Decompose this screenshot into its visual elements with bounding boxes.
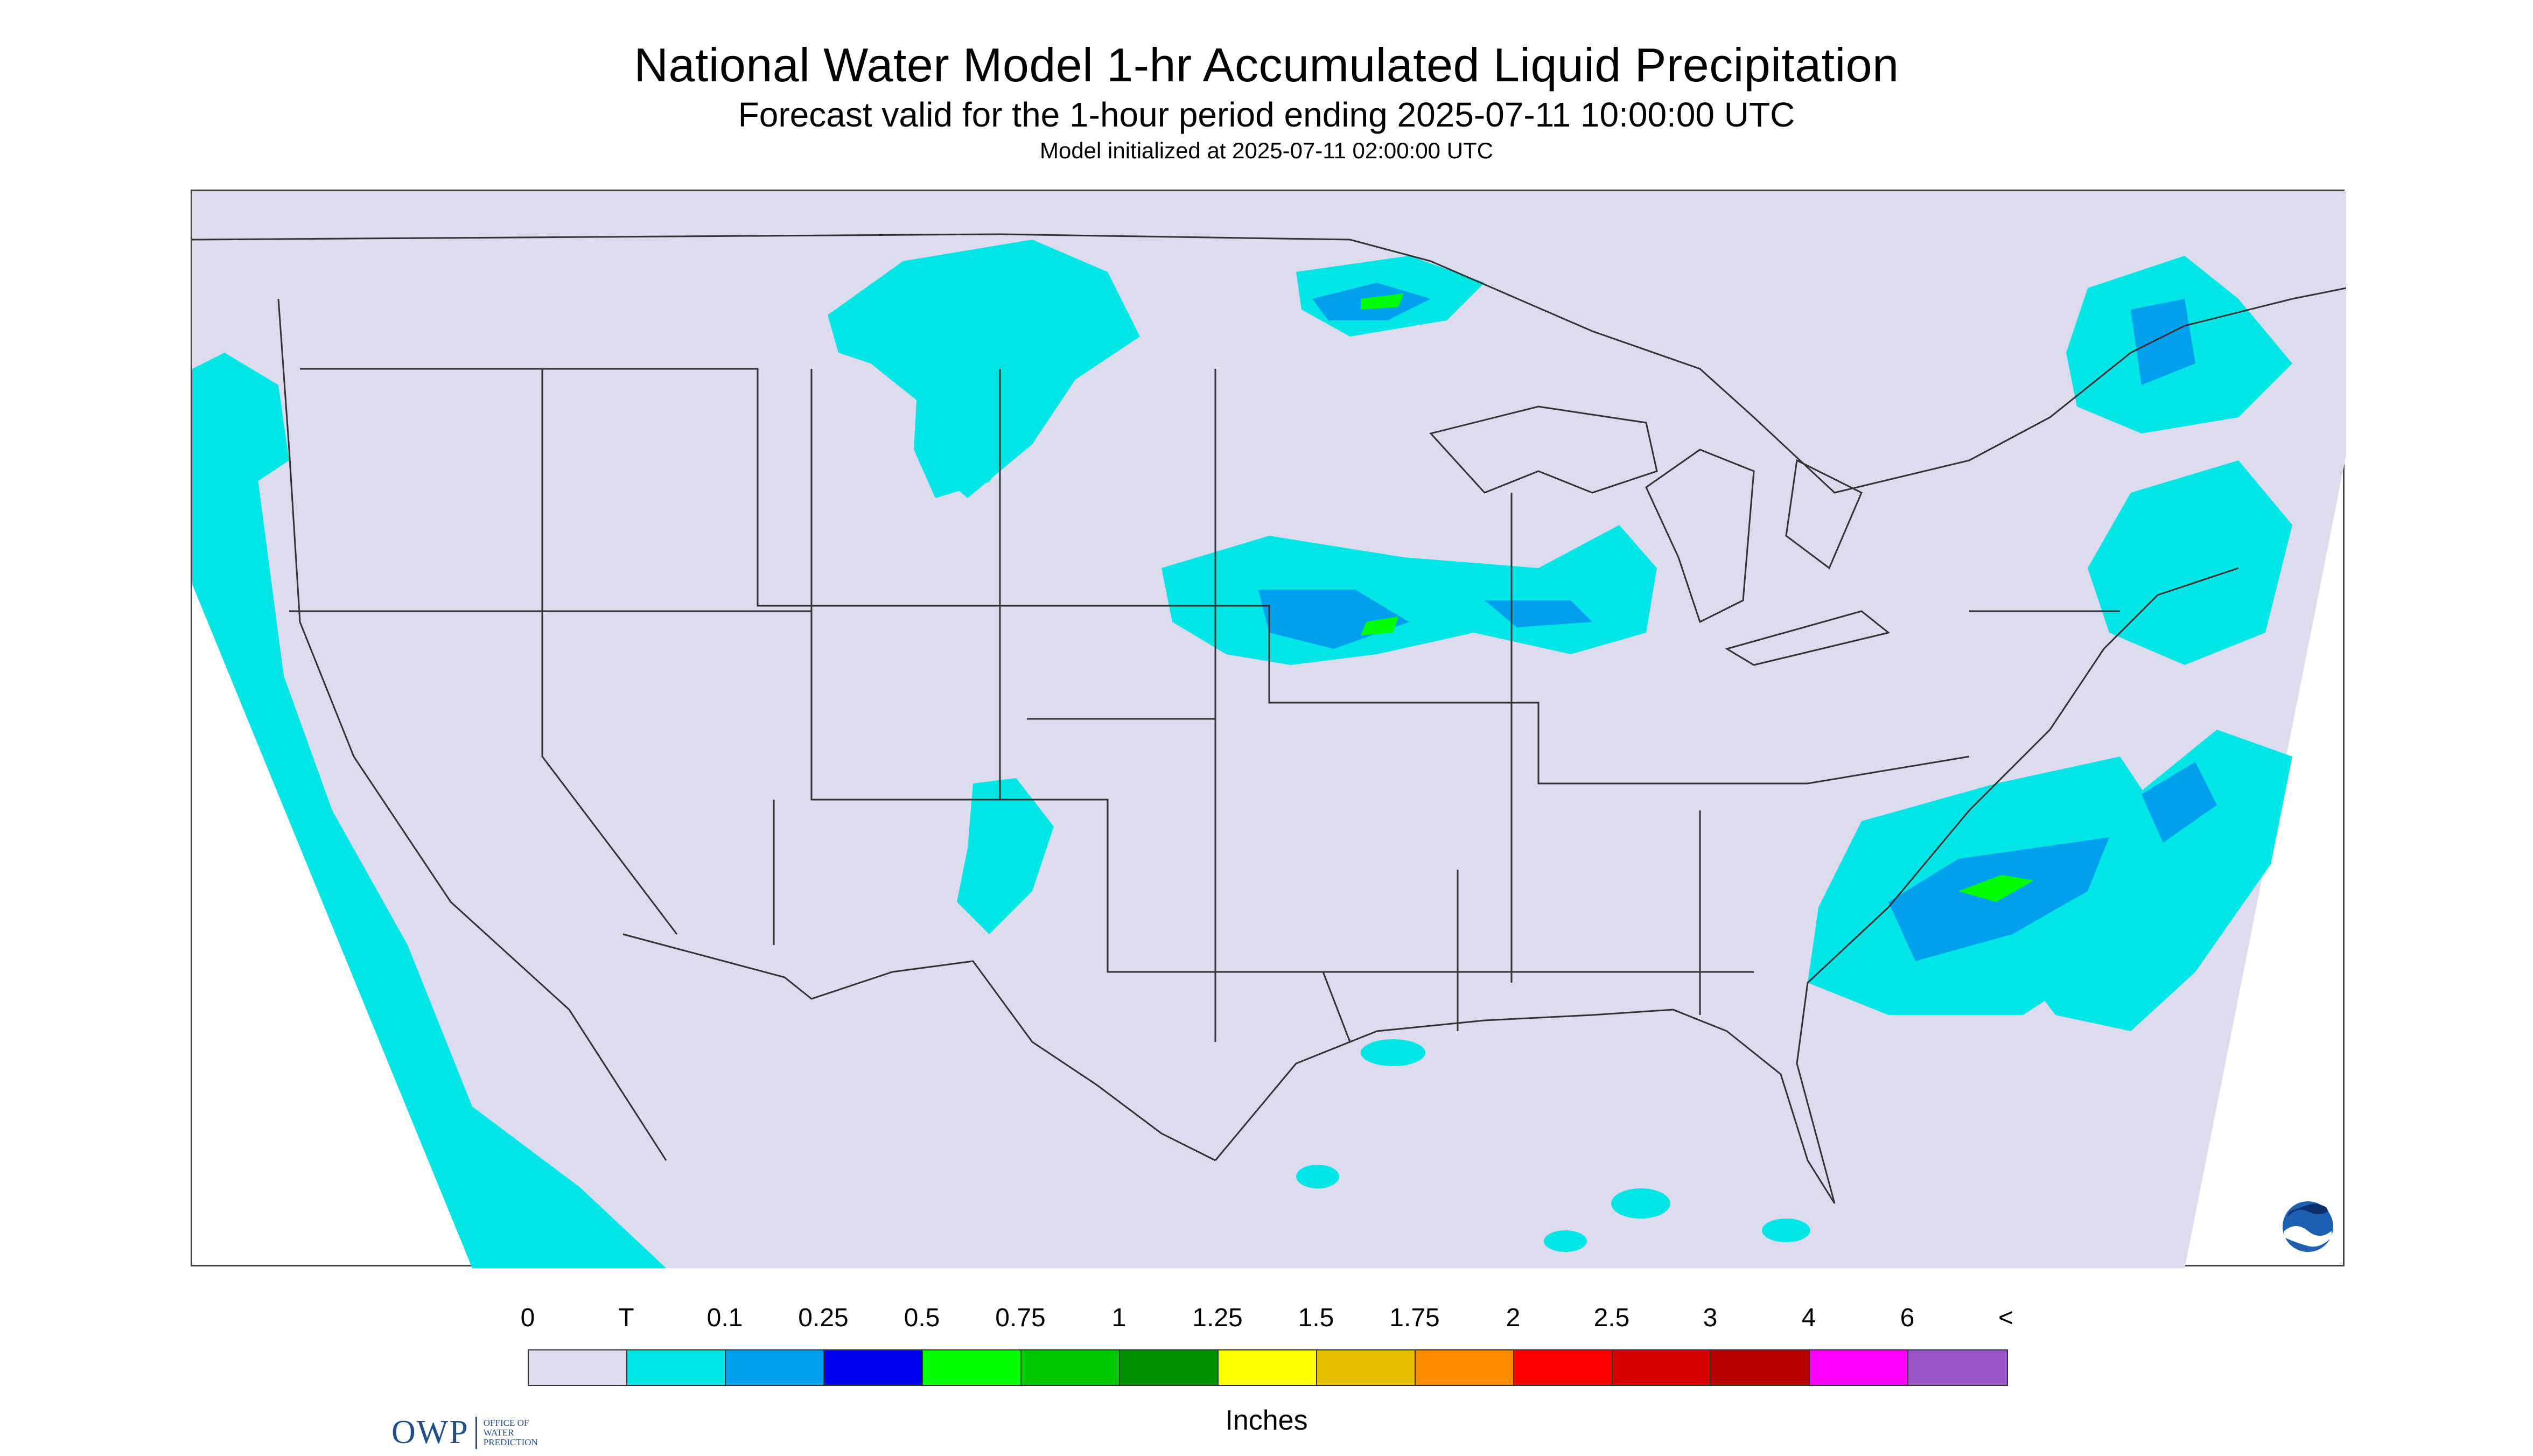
legend-label: 0.75 [995,1304,1046,1332]
owp-logo-mark: OWP [391,1414,469,1451]
gulf-trace-1 [1361,1039,1425,1066]
southwest-trace [957,778,1054,934]
iowa-heavy [1361,617,1398,635]
legend-labels: 0 T 0.1 0.25 0.5 0.75 1 1.25 1.5 1.75 2 2.5 3 4 6 < [0,1303,2533,1335]
owp-logo-line1: OFFICE OF [483,1417,529,1428]
atlantic-light [2142,762,2217,843]
atlantic-coast [1796,567,2239,1204]
legend-swatch [1810,1350,1908,1385]
legend-swatch [726,1350,824,1385]
gulf-trace-2 [1296,1165,1339,1188]
legend-label: 0.5 [904,1304,940,1332]
state-lines-3 [541,369,1701,1042]
owp-logo-line3: PREDICTION [483,1437,538,1447]
legend-swatch [1219,1350,1317,1385]
legend-swatch [529,1350,627,1385]
mexico-border [622,933,1216,1161]
legend-swatch [923,1350,1021,1385]
legend-swatch [1120,1350,1219,1385]
legend-label: 1 [1111,1304,1126,1332]
gulf-trace-4 [1762,1219,1810,1242]
boundaries [192,233,2346,1204]
pacific-coast [277,298,667,1161]
gulf-coast [1214,1009,1836,1204]
legend-label: 2 [1506,1304,1521,1332]
model-domain [192,191,2346,1268]
canada-border [192,233,2346,494]
pacific-trace-area [192,433,666,1268]
legend-swatch [627,1350,726,1385]
legend-label: < [1998,1304,2014,1332]
legend-swatch [1317,1350,1416,1385]
owp-logo-text: OFFICE OF WATER PREDICTION [484,1418,538,1447]
gulf-trace-3 [1611,1188,1670,1219]
pacific-coast-trace-2 [192,353,289,493]
legend-swatch [1613,1350,1711,1385]
map-subtitle: Forecast valid for the 1-hour period end… [738,95,1795,134]
legend-swatch [1021,1350,1120,1385]
model-init-time: Model initialized at 2025-07-11 02:00:00… [1039,138,1494,163]
legend-label: 3 [1703,1304,1718,1332]
legend-swatch [1416,1350,1514,1385]
legend-label: 2.5 [1593,1304,1630,1332]
carolina-heavy [1958,875,2034,902]
owp-logo-divider [475,1416,477,1449]
legend-swatch [1514,1350,1613,1385]
precip-heavy-areas [1361,293,2034,902]
legend-label: T [618,1304,634,1332]
gulf-trace-5 [1544,1230,1587,1252]
precipitation-legend-colorbar [528,1349,2008,1386]
great-lakes-outline [1429,405,1891,666]
legend-label: 1.5 [1298,1304,1334,1332]
legend-label: 6 [1900,1304,1915,1332]
owp-logo-line2: WATER [483,1427,514,1438]
precipitation-map[interactable]: OWP OFFICE OF WATER PREDICTION [191,190,2346,1451]
dakota-trace [914,353,1032,498]
state-lines-4 [773,610,2120,1031]
legend-label: 1.75 [1389,1304,1440,1332]
map-title: National Water Model 1-hr Accumulated Li… [634,38,1899,92]
legend-label: 0 [520,1304,535,1332]
noaa-logo-icon [2282,1200,2334,1253]
owp-logo: OWP OFFICE OF WATER PREDICTION [391,1413,538,1452]
new-england-light [2131,299,2195,385]
legend-swatch [1711,1350,1810,1385]
state-lines-1 [300,368,1970,785]
legend-label: 1.25 [1192,1304,1243,1332]
legend-units: Inches [1225,1405,1308,1436]
legend-label: 0.1 [706,1304,743,1332]
legend-label: 4 [1801,1304,1816,1332]
legend-label: 0.25 [798,1304,849,1332]
map-canvas [192,191,2346,1268]
minnesota-heavy [1361,293,1404,310]
legend-swatch [1908,1350,2007,1385]
legend-swatch [824,1350,923,1385]
